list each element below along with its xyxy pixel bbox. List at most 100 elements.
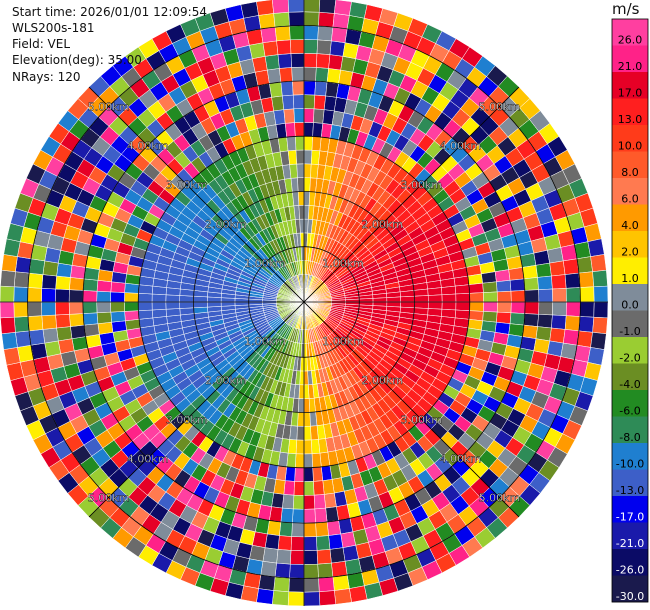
ray-gate	[287, 149, 298, 165]
ray-gate	[137, 301, 153, 311]
colorbar-swatch	[612, 575, 648, 603]
ray-gate	[69, 313, 85, 327]
ray-gate	[273, 109, 286, 125]
ray-gate	[303, 25, 319, 41]
ray-gate	[593, 285, 609, 303]
ray-gate	[193, 295, 208, 303]
ray-gate	[587, 238, 605, 257]
ray-gate	[303, 135, 313, 151]
ring-label: 2.00km	[361, 374, 403, 387]
ray-gate	[316, 39, 332, 55]
ray-gate	[42, 260, 59, 277]
ray-gate	[271, 95, 285, 112]
ray-gate	[342, 545, 359, 562]
ray-gate	[296, 425, 305, 441]
ray-gate	[273, 576, 290, 593]
ray-gate	[27, 272, 44, 289]
ray-gate	[303, 412, 311, 427]
ray-gate	[288, 577, 305, 593]
ray-gate	[248, 301, 263, 306]
ray-gate	[303, 563, 319, 579]
ray-gate	[310, 425, 319, 441]
ray-gate	[193, 301, 208, 309]
ray-gate	[303, 536, 318, 551]
ray-gate	[565, 287, 581, 303]
ray-gate	[565, 301, 581, 317]
ray-gate	[303, 425, 312, 441]
ray-gate	[509, 312, 526, 326]
ray-gate	[323, 492, 337, 509]
ray-gate	[564, 272, 581, 289]
ray-gate	[165, 294, 181, 303]
colorbar-swatch	[612, 337, 648, 364]
ray-gate	[96, 311, 112, 324]
colorbar-tick-label: -10.0	[616, 458, 644, 471]
ray-gate	[334, 588, 352, 605]
ray-gate	[494, 269, 511, 283]
ring-label: 1.00km	[322, 257, 364, 270]
ray-gate	[291, 66, 305, 82]
ray-gate	[290, 39, 305, 54]
ray-gate	[111, 320, 127, 333]
ray-gate	[303, 11, 320, 27]
ray-gate	[303, 467, 314, 482]
ray-gate	[303, 550, 318, 565]
ray-gate	[537, 314, 553, 329]
ray-gate	[234, 301, 250, 306]
ray-gate	[0, 301, 15, 319]
ray-gate	[283, 480, 295, 496]
ring-label: 2.00km	[361, 218, 403, 231]
ray-gate	[27, 301, 43, 317]
ray-gate	[283, 108, 295, 124]
ray-gate	[55, 301, 70, 316]
ray-gate	[179, 307, 195, 316]
ray-gate	[110, 301, 125, 313]
ray-gate	[262, 40, 279, 57]
ring-label: 4.00km	[127, 452, 169, 465]
ray-gate	[331, 561, 348, 578]
ring-label: 3.00km	[401, 179, 443, 192]
ray-gate	[313, 108, 325, 124]
ray-gate	[427, 301, 443, 310]
ray-gate	[303, 481, 315, 496]
ray-gate	[260, 26, 277, 43]
ray-gate	[338, 518, 354, 535]
ray-gate	[256, 0, 274, 16]
ray-gate	[547, 247, 564, 264]
ray-gate	[549, 260, 566, 277]
ray-gate	[482, 281, 498, 293]
ray-gate	[318, 0, 337, 14]
ray-gate	[316, 535, 331, 551]
colorbar-swatch	[612, 416, 648, 444]
ray-gate	[269, 81, 283, 98]
ray-gate	[483, 291, 498, 303]
ray-gate	[549, 327, 566, 344]
ray-gate	[455, 293, 471, 303]
ray-gate	[300, 232, 305, 248]
ray-gate	[295, 453, 305, 469]
nrays-label: NRays: 120	[12, 70, 81, 84]
ray-gate	[96, 290, 112, 303]
ray-gate	[314, 507, 328, 524]
ray-gate	[69, 277, 85, 291]
ray-gate	[96, 301, 112, 314]
ray-gate	[276, 39, 292, 55]
ray-gate	[258, 13, 276, 30]
ray-gate	[303, 94, 316, 110]
colorbar-swatch	[612, 204, 648, 232]
colorbar-tick-label: 26.0	[618, 34, 643, 47]
ray-gate	[482, 311, 498, 323]
ray-gate	[151, 308, 167, 319]
ray-gate	[41, 288, 56, 303]
ray-gate	[299, 218, 305, 234]
ray-gate	[467, 273, 483, 285]
ring-label: 3.00km	[166, 413, 208, 426]
ray-gate	[552, 301, 567, 316]
ray-gate	[587, 347, 605, 366]
ray-gate	[303, 163, 312, 179]
ray-gate	[55, 314, 71, 329]
colorbar-swatch	[612, 178, 648, 205]
ray-gate	[0, 285, 15, 303]
ring-label: 2.00km	[205, 374, 247, 387]
colorbar-tick-label: -17.0	[616, 511, 644, 524]
